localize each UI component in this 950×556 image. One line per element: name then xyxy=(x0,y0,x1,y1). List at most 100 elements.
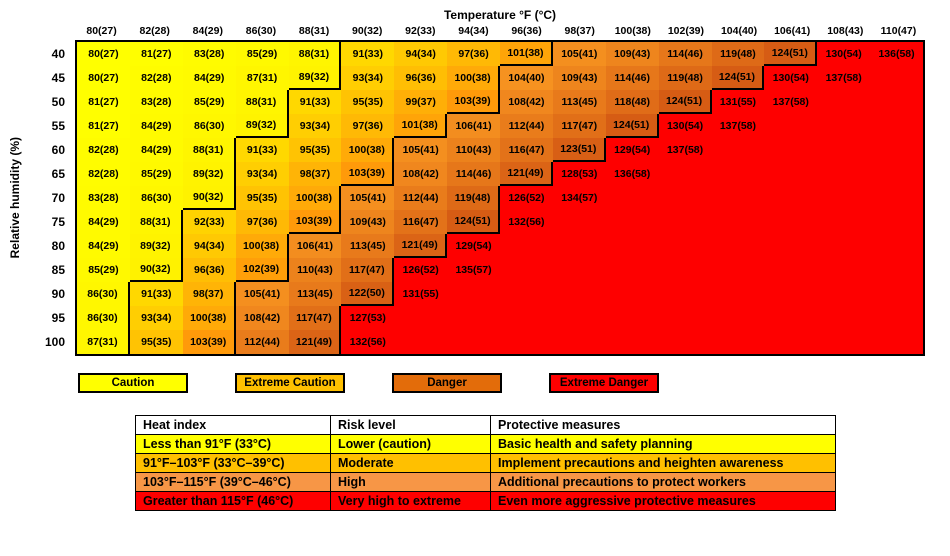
heat-index-cell xyxy=(605,210,659,234)
heat-index-cell xyxy=(605,234,659,258)
heat-index-cell xyxy=(394,330,448,354)
heat-index-cell: 105(41) xyxy=(341,186,395,210)
risk-table-cell: Less than 91°F (33°C) xyxy=(135,434,331,454)
heat-index-cell xyxy=(817,162,871,186)
heat-index-cell: 105(41) xyxy=(394,138,448,162)
heat-index-cell xyxy=(658,162,712,186)
humidity-row-label: 60 xyxy=(51,143,65,157)
heat-index-cell: 101(38) xyxy=(394,114,448,138)
temperature-column-label: 84(29) xyxy=(192,25,223,37)
heat-index-cell: 101(38) xyxy=(500,42,553,66)
heat-index-cell xyxy=(447,306,500,330)
temperature-column-label: 100(38) xyxy=(614,25,651,37)
heat-index-cell: 83(28) xyxy=(182,42,236,66)
risk-table-body: Less than 91°F (33°C) Lower (caution) Basi… xyxy=(135,434,836,511)
heat-index-cell: 112(44) xyxy=(235,330,289,354)
heat-index-cell: 134(57) xyxy=(552,186,606,210)
heat-index-cell: 89(32) xyxy=(129,234,183,258)
heat-index-cell: 91(33) xyxy=(288,90,342,114)
humidity-row-label: 90 xyxy=(51,287,65,301)
heat-index-cell: 129(54) xyxy=(447,234,500,258)
heat-index-cell xyxy=(870,330,923,354)
risk-table-cell: Greater than 115°F (46°C) xyxy=(135,491,331,511)
risk-table-header: Risk level xyxy=(330,415,491,435)
heat-index-cell xyxy=(870,258,923,282)
chart-body: Relative humidity (%) 40 45 50 55 60 65 70 75 80… xyxy=(0,40,950,356)
heat-index-cell: 124(51) xyxy=(447,210,500,234)
heat-index-cell xyxy=(658,306,712,330)
risk-table-head: Heat index Risk level Protective measures xyxy=(135,415,836,435)
heat-index-cell: 114(46) xyxy=(447,162,500,186)
heat-index-cell: 123(51) xyxy=(552,138,606,162)
heat-index-cell: 82(28) xyxy=(129,66,183,90)
heat-index-cell: 105(41) xyxy=(235,282,289,306)
heat-index-cell xyxy=(711,258,765,282)
heat-index-cell: 87(31) xyxy=(77,330,130,354)
heat-index-cell: 108(42) xyxy=(394,162,448,186)
heat-index-cell: 88(31) xyxy=(129,210,183,234)
y-axis-label: Relative humidity (%) xyxy=(8,137,22,259)
heat-index-cell: 85(29) xyxy=(77,258,130,282)
heat-index-cell: 129(54) xyxy=(605,138,659,162)
heat-index-cell: 100(38) xyxy=(235,234,289,258)
heat-index-cell: 84(29) xyxy=(182,66,236,90)
heat-index-cell xyxy=(870,210,923,234)
temperature-column-label: 88(31) xyxy=(298,25,330,37)
temperature-column-label: 90(32) xyxy=(352,25,383,37)
heat-index-cell: 108(42) xyxy=(235,306,289,330)
heat-index-cell xyxy=(870,306,923,330)
heat-index-cell xyxy=(605,258,659,282)
heat-index-cell: 112(44) xyxy=(500,114,553,138)
heat-index-cell: 102(39) xyxy=(235,258,289,282)
humidity-row-label: 45 xyxy=(51,71,65,85)
heat-index-cell: 119(48) xyxy=(711,42,765,66)
heat-index-cell xyxy=(552,258,606,282)
temperature-column-label: 96(36) xyxy=(511,25,542,37)
heat-index-cell xyxy=(870,66,923,90)
heat-index-cell: 86(30) xyxy=(182,114,236,138)
heat-index-cell xyxy=(870,234,923,258)
heat-index-cell: 97(36) xyxy=(447,42,500,66)
heat-index-cell xyxy=(764,138,818,162)
heat-index-cell: 93(34) xyxy=(129,306,183,330)
risk-table-row: Greater than 115°F (46°C) Very high to ex… xyxy=(135,491,836,511)
temperature-column-label: 86(30) xyxy=(245,25,277,37)
heat-index-cell: 137(58) xyxy=(658,138,712,162)
heat-index-cell: 136(58) xyxy=(870,42,923,66)
risk-table-row: 91°F–103°F (33°C–39°C) Moderate Implement … xyxy=(135,453,836,473)
heat-index-cell: 117(47) xyxy=(341,258,395,282)
heat-index-cell xyxy=(764,234,818,258)
heat-index-cell xyxy=(711,186,765,210)
heat-index-cell: 103(39) xyxy=(182,330,236,354)
heat-index-cell: 81(27) xyxy=(129,42,183,66)
x-axis-title: Temperature °F (°C) xyxy=(443,8,557,22)
humidity-row-label: 85 xyxy=(51,263,65,277)
heat-index-cell xyxy=(552,330,606,354)
heat-index-cell: 80(27) xyxy=(77,66,130,90)
heat-index-cell xyxy=(658,210,712,234)
risk-table: Heat index Risk level Protective measures … xyxy=(135,415,836,511)
heat-index-cell: 97(36) xyxy=(341,114,395,138)
heat-index-cell: 100(38) xyxy=(447,66,500,90)
heat-index-cell xyxy=(817,90,871,114)
heat-index-cell: 91(33) xyxy=(235,138,289,162)
risk-table-cell: Lower (caution) xyxy=(330,434,491,454)
humidity-row-label: 100 xyxy=(44,335,65,349)
heat-index-cell xyxy=(658,234,712,258)
temperature-column-label: 108(43) xyxy=(827,25,864,37)
temperature-column-label: 82(28) xyxy=(139,25,170,37)
heat-index-cell: 136(58) xyxy=(605,162,659,186)
heat-index-cell: 100(38) xyxy=(341,138,395,162)
temperature-column-label: 104(40) xyxy=(720,25,758,37)
heat-index-cell xyxy=(817,330,871,354)
heat-index-cell xyxy=(605,306,659,330)
heat-index-cell: 137(58) xyxy=(817,66,871,90)
humidity-row-label: 65 xyxy=(51,167,65,181)
heat-index-cell: 103(39) xyxy=(341,162,395,186)
heat-index-cell: 81(27) xyxy=(77,90,130,114)
heat-index-cell: 113(45) xyxy=(288,282,342,306)
heat-index-cell: 131(55) xyxy=(711,90,765,114)
heat-index-cell: 109(43) xyxy=(605,42,659,66)
risk-table-header: Protective measures xyxy=(490,415,836,435)
